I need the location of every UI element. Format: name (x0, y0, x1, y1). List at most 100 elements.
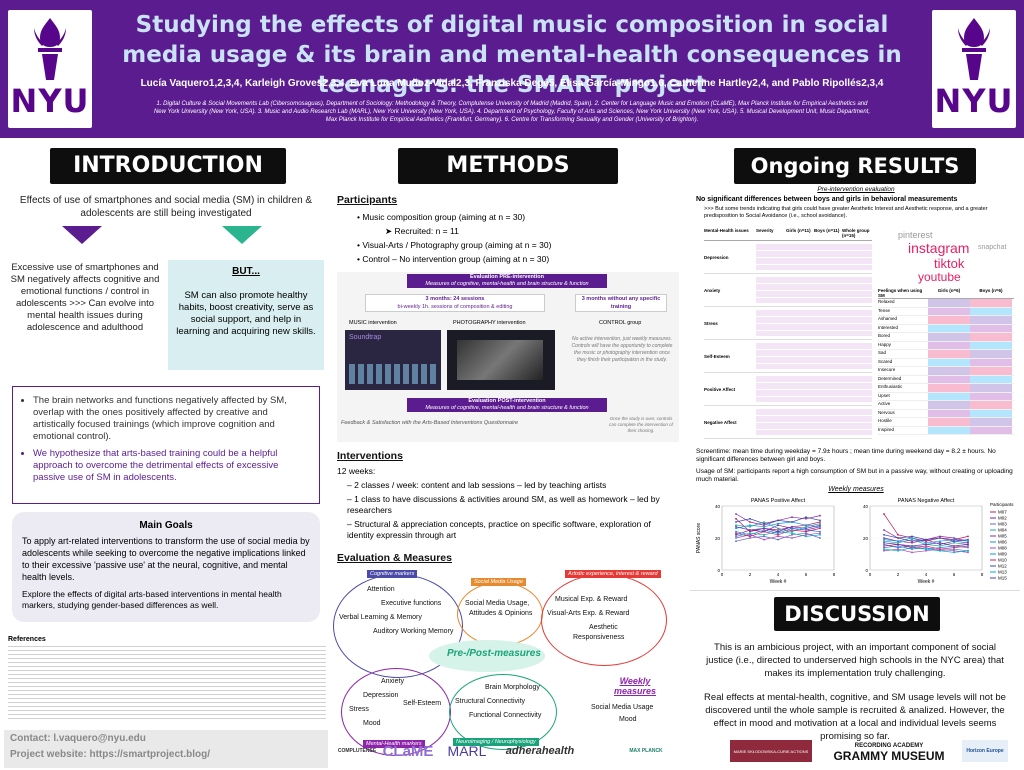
table-row: Determined (878, 375, 1014, 384)
table-row: Tense (878, 307, 1014, 316)
photoshop-screenshot (447, 330, 555, 390)
chevron-down-icon (222, 226, 262, 244)
data-point (967, 538, 969, 541)
data-point (883, 533, 885, 536)
data-point (735, 537, 737, 539)
control-group-label: CONTROL group (599, 320, 642, 326)
contact-email[interactable]: Contact: l.vaquero@nyu.edu (10, 733, 146, 744)
cognitive-tag: Cognitive markers (367, 570, 418, 578)
data-point (967, 545, 969, 547)
data-point (805, 529, 807, 531)
x-tick-label: 4 (925, 572, 928, 577)
table-row: Positive Affect (704, 373, 872, 406)
data-point (777, 524, 779, 527)
discussion-panel: DISCUSSION This is an ambicious project,… (690, 590, 1020, 766)
trend-text: >>> But some trends indicating that girl… (704, 206, 988, 219)
data-point (939, 535, 941, 538)
data-point (911, 538, 913, 541)
feedback-text: Feedback & Satisfaction with the Arts-Ba… (341, 420, 519, 426)
data-point (939, 548, 941, 551)
legend-entry: M02 (998, 516, 1007, 521)
legend-entry: M04 (998, 528, 1007, 533)
neuro-ellipse (449, 674, 557, 750)
eval-pre-banner: Evaluation PRE-intervention Measures of … (407, 274, 607, 288)
but-text: SM can also promote healthy habits, boos… (176, 290, 316, 337)
table-row: Upset (878, 392, 1014, 401)
data-point (763, 524, 765, 527)
project-website[interactable]: Project website: https://smartproject.bl… (10, 749, 211, 760)
data-point (819, 519, 821, 522)
adherahealth-logo: adherahealth (505, 745, 575, 757)
data-point (805, 533, 807, 536)
data-point (819, 527, 821, 530)
mental-health-tag: Mental-Health markers (363, 740, 425, 748)
data-point (749, 521, 751, 523)
data-point (735, 530, 737, 533)
data-point (735, 521, 737, 523)
y-tick-label: 20 (715, 536, 721, 541)
table-row: Active (878, 401, 1014, 410)
table-row: Scared (878, 358, 1014, 367)
prepost-label: Pre-/Post-measures (447, 648, 541, 659)
grammy-museum-logo: RECORDING ACADEMY GRAMMY MUSEUM (833, 743, 945, 763)
references-title: References (8, 636, 46, 643)
data-point (819, 530, 821, 533)
data-point (953, 538, 955, 541)
data-point (883, 540, 885, 543)
methods-heading: METHODS (398, 148, 618, 184)
data-point (749, 533, 751, 536)
legend-entry: M06 (998, 540, 1007, 545)
weekly-measures-title: Weekly measures (613, 676, 657, 696)
data-point (735, 517, 737, 520)
table-row: Bored (878, 333, 1014, 342)
pre-eval-title: Pre-intervention evaluation (817, 186, 895, 193)
wordcloud-instagram: instagram (908, 240, 970, 256)
data-point (819, 521, 821, 523)
mental-health-table: Mental-Health issues Severity Girls (n=1… (704, 228, 872, 440)
study-design-diagram: Evaluation PRE-intervention Measures of … (337, 272, 679, 442)
no-diff-text: No significant differences between boys … (696, 196, 958, 203)
data-point (953, 549, 955, 552)
table-row: Enthusiastic (878, 384, 1014, 393)
data-point (749, 535, 751, 538)
contact-footer: Contact: l.vaquero@nyu.edu Project websi… (4, 730, 328, 768)
weekly-measures-heading: Weekly measures (828, 486, 884, 493)
data-point (763, 521, 765, 523)
data-point (735, 540, 737, 543)
data-point (967, 546, 969, 549)
marl-logo: MARL (447, 743, 487, 759)
x-tick-label: 8 (833, 572, 836, 577)
x-tick-label: 4 (777, 572, 780, 577)
data-point (925, 540, 927, 543)
data-point (791, 527, 793, 530)
chart-title: PANAS Positive Affect (751, 498, 806, 504)
intro-lead: Effects of use of smartphones and social… (19, 195, 313, 219)
data-point (939, 540, 941, 543)
legend-entry: M15 (998, 576, 1007, 581)
data-point (819, 533, 821, 536)
data-point (791, 516, 793, 519)
legend-entry: M07 (998, 510, 1007, 515)
data-point (883, 546, 885, 549)
data-point (749, 524, 751, 527)
data-point (939, 546, 941, 549)
data-point (883, 545, 885, 547)
data-point (735, 532, 737, 535)
artistic-ellipse (541, 574, 667, 666)
wordcloud: pinterest instagram snapchat tiktok yout… (878, 230, 1018, 286)
weeks-label: 12 weeks: (337, 466, 376, 476)
data-point (939, 541, 941, 544)
poster-title: Studying the effects of digital music co… (122, 12, 902, 98)
data-point (911, 548, 913, 551)
data-point (883, 538, 885, 541)
legend-entry: M05 (998, 534, 1007, 539)
y-axis-label: PANAS score (696, 523, 702, 553)
data-point (763, 525, 765, 528)
evaluation-diagram: Cognitive markers Attention Executive fu… (333, 568, 683, 764)
legend-entry: M12 (998, 564, 1007, 569)
data-point (897, 541, 899, 544)
table-row: Anxiety (704, 274, 872, 307)
wordcloud-youtube: youtube (918, 270, 961, 284)
data-point (939, 543, 941, 546)
introduction-column: INTRODUCTION Effects of use of smartphon… (4, 142, 328, 766)
